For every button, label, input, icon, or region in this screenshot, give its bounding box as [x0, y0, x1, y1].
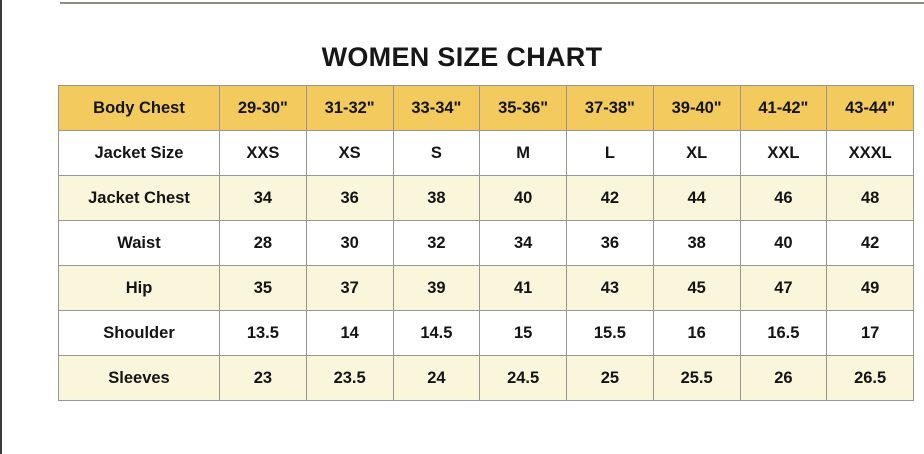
cell-waist-5: 38	[652, 220, 741, 266]
cell-waist-2: 32	[392, 220, 481, 266]
header-cell-size-3: 35-36"	[479, 85, 567, 131]
cell-jacket-size-0: XXS	[219, 130, 307, 176]
header-row: Body Chest 29-30" 31-32" 33-34" 35-36" 3…	[58, 85, 914, 131]
cell-waist-1: 30	[305, 220, 394, 266]
header-cell-size-4: 37-38"	[566, 85, 654, 131]
cell-jacket-chest-5: 44	[652, 175, 741, 221]
cell-jacket-chest-1: 36	[305, 175, 394, 221]
header-cell-size-2: 33-34"	[392, 85, 481, 131]
cell-waist-7: 42	[826, 220, 914, 266]
cell-sleeves-3: 24.5	[479, 355, 567, 401]
row-label-hip: Hip	[58, 265, 220, 311]
table-row: Jacket Size XXS XS S M L XL XXL XXXL	[58, 130, 914, 176]
cell-jacket-size-4: L	[566, 130, 654, 176]
table-row: Hip 35 37 39 41 43 45 47 49	[58, 265, 914, 311]
cell-jacket-size-3: M	[479, 130, 567, 176]
row-label-jacket-size: Jacket Size	[58, 130, 220, 176]
cell-jacket-chest-3: 40	[479, 175, 567, 221]
cell-waist-0: 28	[219, 220, 307, 266]
cell-jacket-size-1: XS	[305, 130, 394, 176]
table-row: Waist 28 30 32 34 36 38 40 42	[58, 220, 914, 266]
cell-hip-1: 37	[305, 265, 394, 311]
header-cell-size-0: 29-30"	[219, 85, 307, 131]
row-label-waist: Waist	[58, 220, 220, 266]
cell-jacket-chest-2: 38	[392, 175, 481, 221]
header-cell-size-5: 39-40"	[652, 85, 741, 131]
cell-hip-2: 39	[392, 265, 481, 311]
header-cell-size-1: 31-32"	[305, 85, 394, 131]
cell-shoulder-4: 15.5	[566, 310, 654, 356]
cell-sleeves-5: 25.5	[652, 355, 741, 401]
cell-sleeves-1: 23.5	[305, 355, 394, 401]
cell-waist-6: 40	[739, 220, 828, 266]
cell-shoulder-7: 17	[826, 310, 914, 356]
cell-sleeves-4: 25	[566, 355, 654, 401]
cell-shoulder-0: 13.5	[219, 310, 307, 356]
header-cell-size-6: 41-42"	[739, 85, 828, 131]
table-row: Shoulder 13.5 14 14.5 15 15.5 16 16.5 17	[58, 310, 914, 356]
cell-hip-0: 35	[219, 265, 307, 311]
cell-jacket-size-7: XXXL	[826, 130, 914, 176]
cell-sleeves-6: 26	[739, 355, 828, 401]
row-label-shoulder: Shoulder	[58, 310, 220, 356]
cell-shoulder-2: 14.5	[392, 310, 481, 356]
table-row: Sleeves 23 23.5 24 24.5 25 25.5 26 26.5	[58, 355, 914, 401]
top-edge-rule	[60, 2, 924, 4]
cell-jacket-size-5: XL	[652, 130, 741, 176]
cell-sleeves-7: 26.5	[826, 355, 914, 401]
cell-shoulder-3: 15	[479, 310, 567, 356]
row-label-jacket-chest: Jacket Chest	[58, 175, 220, 221]
cell-waist-3: 34	[479, 220, 567, 266]
cell-jacket-chest-6: 46	[739, 175, 828, 221]
header-cell-size-7: 43-44"	[826, 85, 914, 131]
cell-jacket-size-2: S	[392, 130, 481, 176]
cell-jacket-chest-4: 42	[566, 175, 654, 221]
header-cell-body-chest: Body Chest	[58, 85, 220, 131]
cell-hip-7: 49	[826, 265, 914, 311]
size-chart-table-wrapper: Body Chest 29-30" 31-32" 33-34" 35-36" 3…	[58, 85, 914, 401]
cell-sleeves-0: 23	[219, 355, 307, 401]
left-edge-rule	[0, 0, 2, 454]
cell-jacket-chest-0: 34	[219, 175, 307, 221]
table-header: Body Chest 29-30" 31-32" 33-34" 35-36" 3…	[58, 85, 914, 131]
size-chart-table: Body Chest 29-30" 31-32" 33-34" 35-36" 3…	[58, 85, 914, 401]
cell-hip-3: 41	[479, 265, 567, 311]
cell-sleeves-2: 24	[392, 355, 481, 401]
table-row: Jacket Chest 34 36 38 40 42 44 46 48	[58, 175, 914, 221]
cell-hip-5: 45	[652, 265, 741, 311]
cell-waist-4: 36	[566, 220, 654, 266]
cell-shoulder-5: 16	[652, 310, 741, 356]
table-body: Jacket Size XXS XS S M L XL XXL XXXL Jac…	[58, 130, 914, 401]
row-label-sleeves: Sleeves	[58, 355, 220, 401]
cell-hip-4: 43	[566, 265, 654, 311]
cell-shoulder-1: 14	[305, 310, 394, 356]
cell-hip-6: 47	[739, 265, 828, 311]
cell-shoulder-6: 16.5	[739, 310, 828, 356]
cell-jacket-chest-7: 48	[826, 175, 914, 221]
cell-jacket-size-6: XXL	[739, 130, 828, 176]
page-title: WOMEN SIZE CHART	[321, 42, 603, 72]
